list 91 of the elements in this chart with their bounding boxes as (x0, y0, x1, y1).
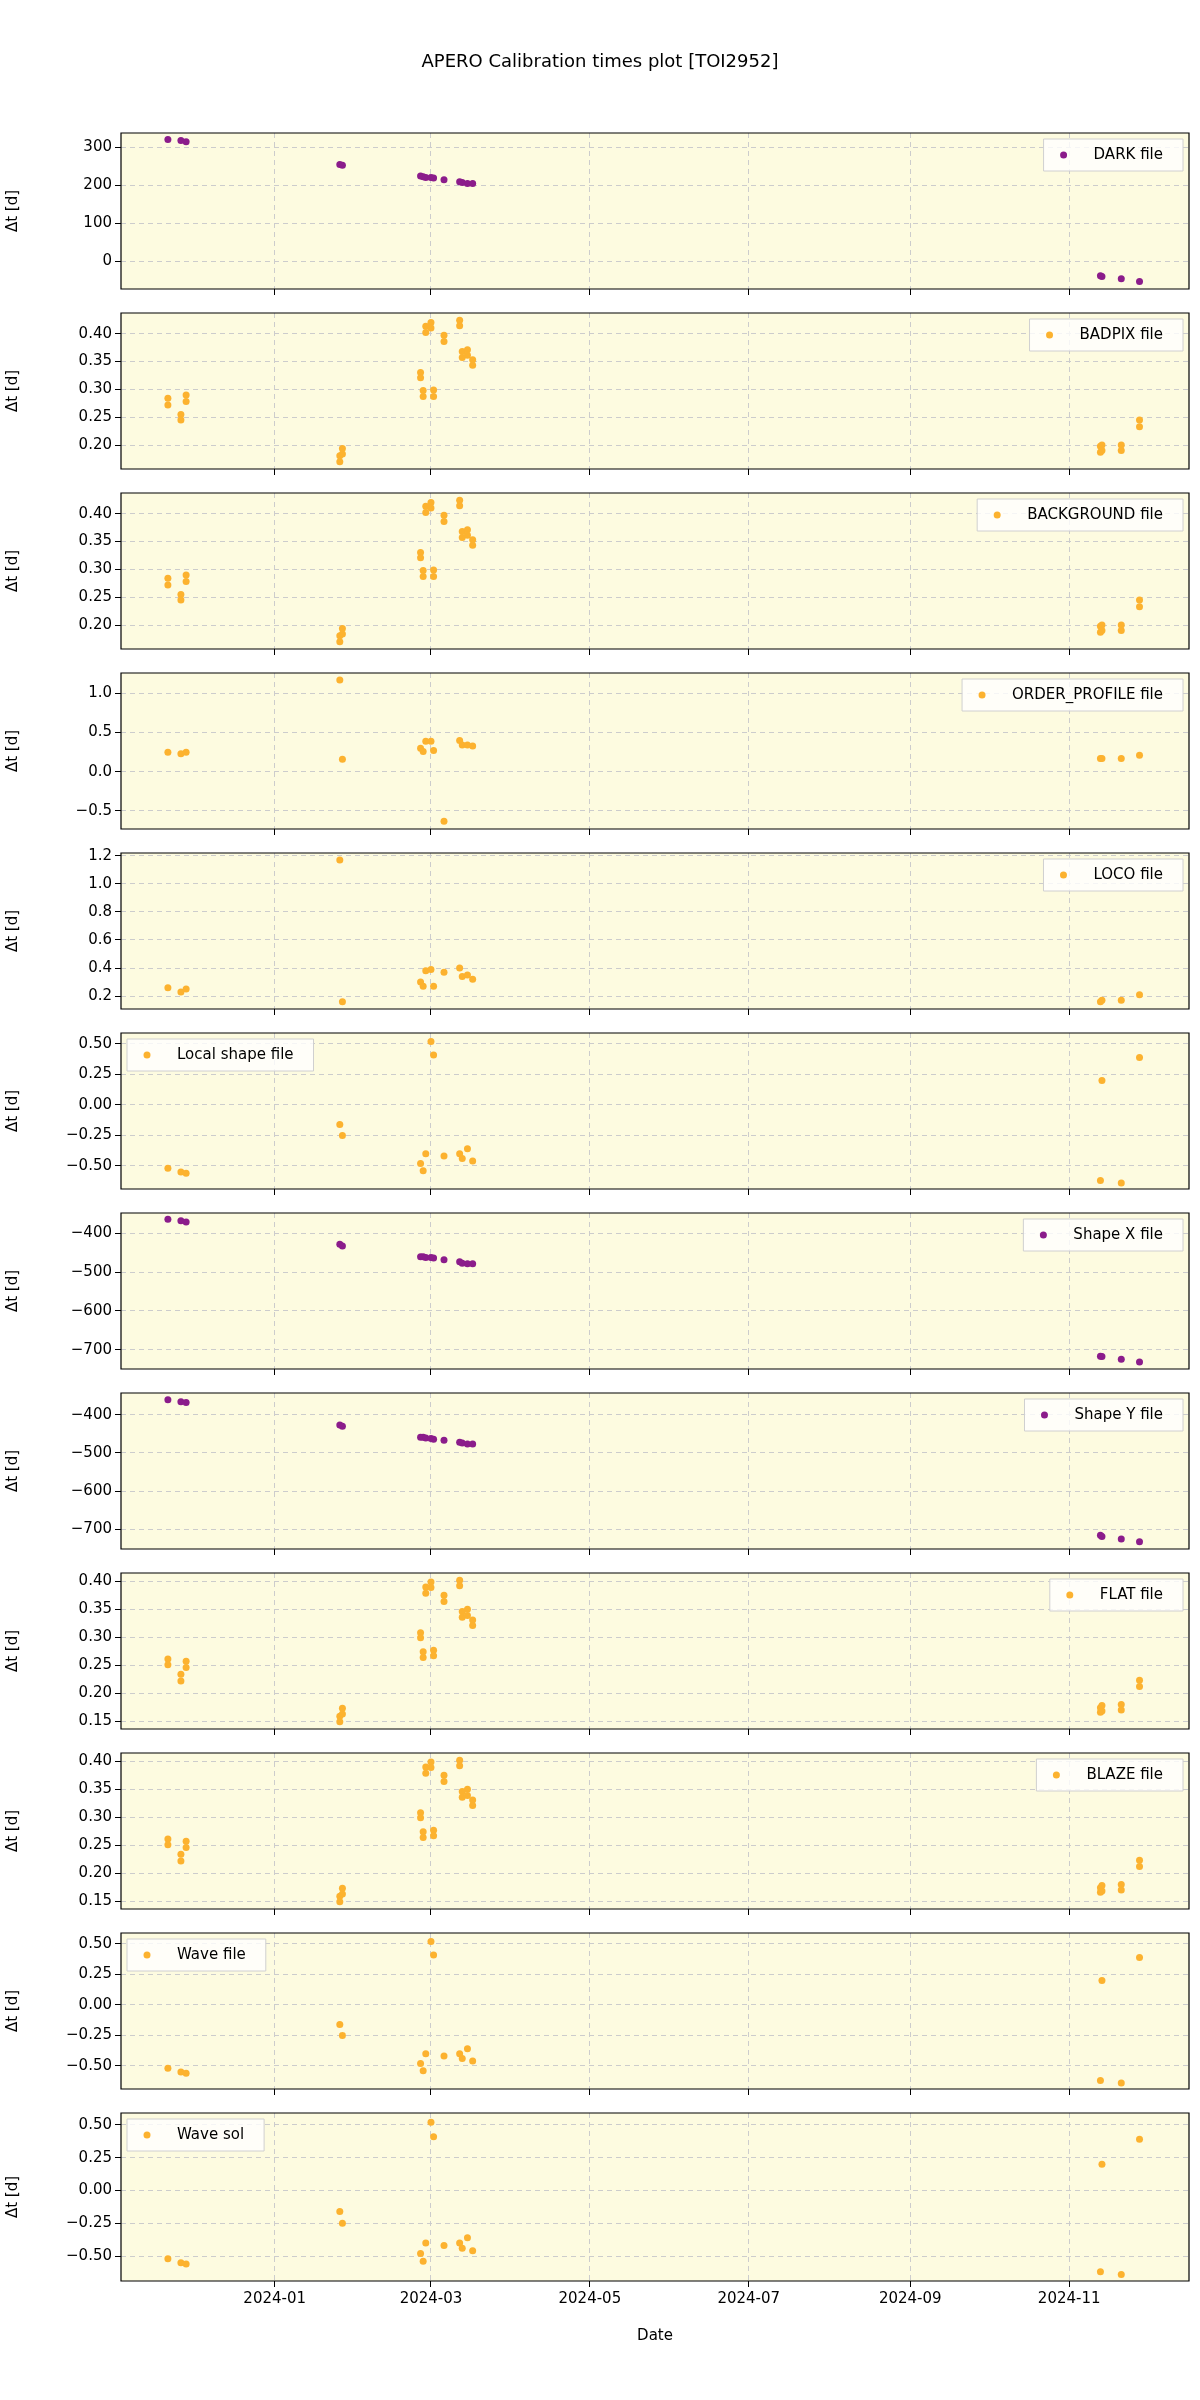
legend-label: BADPIX file (1079, 324, 1164, 343)
legend-label: LOCO file (1093, 864, 1164, 883)
y-tick-label: 300 (83, 136, 112, 155)
legend-label: Wave sol (177, 2124, 245, 2143)
x-tick-label: 2024-11 (1037, 2288, 1101, 2307)
y-tick-label: 0.20 (78, 1683, 112, 1702)
x-tick-label: 2024-07 (717, 2288, 781, 2307)
y-tick-label: 0.20 (78, 614, 112, 633)
y-axis-title: Δt [d] (2, 189, 21, 233)
y-tick-label: 0.0 (88, 761, 112, 780)
y-tick-label: 0.35 (78, 351, 112, 370)
y-tick-label: 0.40 (78, 323, 112, 342)
y-tick-label: 0.25 (78, 587, 112, 606)
y-axis-title: Δt [d] (2, 1809, 21, 1853)
y-tick-label: 0.00 (78, 1994, 112, 2013)
x-tick-label: 2024-05 (558, 2288, 622, 2307)
y-tick-label: 0.25 (78, 2147, 112, 2166)
y-tick-label: 200 (83, 175, 112, 194)
y-tick-label: 0.25 (78, 1964, 112, 1983)
y-tick-label: −700 (70, 1339, 112, 1358)
y-tick-label: 0.30 (78, 559, 112, 578)
y-tick-label: 0 (102, 251, 112, 270)
y-tick-label: 100 (83, 213, 112, 232)
y-tick-label: 1.0 (88, 683, 112, 702)
legend-label: Local shape file (177, 1044, 294, 1063)
legend-label: Wave file (177, 1944, 246, 1963)
y-tick-label: 0.00 (78, 2180, 112, 2199)
legend-label: BLAZE file (1086, 1764, 1164, 1783)
y-tick-label: 0.15 (78, 1711, 112, 1730)
y-tick-label: 1.0 (88, 873, 112, 892)
y-tick-label: 0.25 (78, 407, 112, 426)
y-tick-label: 0.2 (88, 985, 112, 1004)
y-tick-label: 0.35 (78, 1779, 112, 1798)
y-axis-title: Δt [d] (2, 1629, 21, 1673)
y-tick-label: 0.35 (78, 531, 112, 550)
y-tick-label: 0.30 (78, 379, 112, 398)
y-tick-label: −0.5 (75, 800, 112, 819)
y-tick-label: −500 (70, 1262, 112, 1281)
y-tick-label: 0.40 (78, 503, 112, 522)
x-tick-label: 2024-09 (878, 2288, 942, 2307)
legend-label: Shape X file (1073, 1224, 1164, 1243)
x-tick-label: 2024-01 (243, 2288, 307, 2307)
y-tick-label: 0.30 (78, 1627, 112, 1646)
y-tick-label: 0.25 (78, 1835, 112, 1854)
y-tick-label: −0.50 (66, 2245, 112, 2264)
legend-label: BACKGROUND file (1027, 504, 1164, 523)
y-tick-label: 1.2 (88, 845, 112, 864)
chart-title: APERO Calibration times plot [TOI2952] (420, 49, 780, 73)
legend-label: Shape Y file (1074, 1404, 1163, 1423)
y-axis-title: Δt [d] (2, 909, 21, 953)
y-tick-label: −700 (70, 1519, 112, 1538)
y-axis-title: Δt [d] (2, 369, 21, 413)
y-tick-label: −500 (70, 1442, 112, 1461)
y-axis-title: Δt [d] (2, 1089, 21, 1133)
y-axis-title: Δt [d] (2, 1449, 21, 1493)
y-tick-label: 0.00 (78, 1094, 112, 1113)
y-tick-label: 0.20 (78, 434, 112, 453)
legend-label: DARK file (1093, 144, 1163, 163)
y-tick-label: −0.25 (66, 2213, 112, 2232)
y-tick-label: 0.6 (88, 929, 112, 948)
y-tick-label: −600 (70, 1300, 112, 1319)
y-tick-label: −0.25 (66, 1125, 112, 1144)
y-tick-label: −0.50 (66, 1155, 112, 1174)
y-tick-label: 0.35 (78, 1599, 112, 1618)
y-tick-label: 0.50 (78, 2114, 112, 2133)
y-tick-label: 0.15 (78, 1891, 112, 1910)
y-tick-label: 0.50 (78, 1033, 112, 1052)
y-tick-label: 0.20 (78, 1863, 112, 1882)
y-axis-title: Δt [d] (2, 1989, 21, 2033)
y-tick-label: 0.25 (78, 1655, 112, 1674)
y-tick-label: 0.50 (78, 1933, 112, 1952)
y-tick-label: 0.30 (78, 1807, 112, 1826)
y-tick-label: 0.40 (78, 1751, 112, 1770)
legend-label: ORDER_PROFILE file (1012, 684, 1163, 704)
y-axis-title: Δt [d] (2, 549, 21, 593)
y-tick-label: 0.8 (88, 901, 112, 920)
y-tick-label: 0.25 (78, 1064, 112, 1083)
y-tick-label: 0.5 (88, 722, 112, 741)
y-axis-title: Δt [d] (2, 729, 21, 773)
y-tick-label: −400 (70, 1404, 112, 1423)
y-axis-title: Δt [d] (2, 1269, 21, 1313)
y-axis-title: Δt [d] (2, 2175, 21, 2219)
y-tick-label: −0.25 (66, 2025, 112, 2044)
x-tick-label: 2024-03 (399, 2288, 463, 2307)
y-tick-label: −0.50 (66, 2055, 112, 2074)
y-tick-label: −400 (70, 1223, 112, 1242)
y-tick-label: 0.4 (88, 957, 112, 976)
y-tick-label: 0.40 (78, 1571, 112, 1590)
legend-label: FLAT file (1099, 1584, 1163, 1603)
x-axis-title: Date (637, 2325, 673, 2344)
y-tick-label: −600 (70, 1480, 112, 1499)
